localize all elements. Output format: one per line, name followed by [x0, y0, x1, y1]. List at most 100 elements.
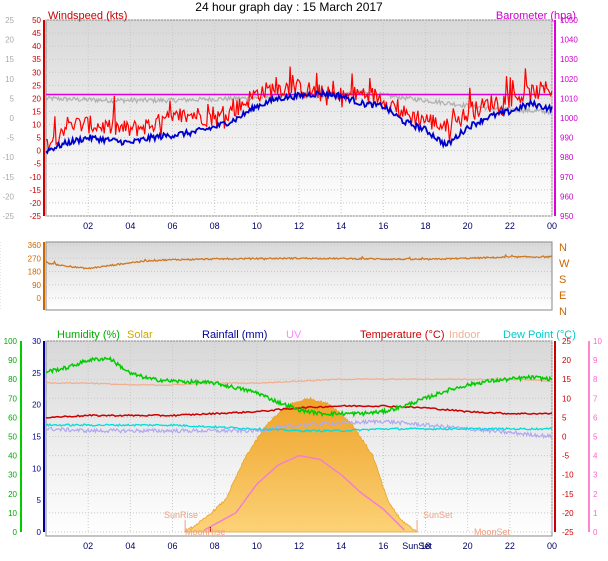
p3-x-tick-label: 20	[463, 541, 473, 551]
temp-y-tick-label: 0	[562, 433, 567, 442]
p1-x-tick-label: 04	[125, 221, 135, 231]
wind-plot-area	[45, 19, 553, 217]
chart-title: 24 hour graph day : 15 March 2017	[195, 0, 383, 14]
dir-y-tick-label: 360	[28, 241, 42, 250]
p1-x-tick-label: 00	[547, 221, 557, 231]
windspeed-line	[45, 88, 553, 155]
legend-dewpoint: Dew Point (°C)	[503, 329, 576, 341]
baro-y-tick-label: 990	[560, 134, 574, 143]
rain-y-tick-label: 25	[32, 369, 41, 378]
humidity-y-tick-label: 0	[13, 528, 18, 537]
baro-y-tick-label: 1000	[560, 114, 578, 123]
uv-y-tick-label: 6	[593, 413, 598, 422]
wind-outer-tick-label: 20	[5, 36, 14, 45]
wind-outer-tick-label: 25	[5, 16, 14, 25]
p1-x-tick-label: 08	[210, 221, 220, 231]
uv-y-tick-label: 3	[593, 471, 598, 480]
humidity-y-tick-label: 20	[8, 490, 17, 499]
uv-y-tick-label: 9	[593, 356, 598, 365]
humidity-y-tick-label: 50	[8, 433, 17, 442]
wind-outer-tick-label: 0	[10, 114, 15, 123]
wind-y-tick-label: -5	[34, 160, 42, 169]
wind-y-tick-label: -25	[29, 212, 41, 221]
temp-y-tick-label: 5	[562, 413, 567, 422]
p1-x-tick-label: 18	[420, 221, 430, 231]
humidity-line	[45, 356, 553, 418]
legend-indoor: Indoor	[449, 329, 481, 341]
baro-y-tick-label: 950	[560, 212, 574, 221]
barometer-label: Barometer (hpa)	[496, 10, 576, 22]
annotation-sunrise: SunRise	[164, 510, 198, 520]
rain-y-tick-label: 10	[32, 464, 41, 473]
p3-x-tick-label: 00	[547, 541, 557, 551]
compass-label: N	[559, 242, 567, 254]
legend-temperature: Temperature (°C)	[360, 329, 444, 341]
wind-outer-tick-label: 15	[5, 55, 14, 64]
uv-curve	[203, 454, 405, 531]
wind-outer-tick-label: 5	[10, 94, 15, 103]
wind-y-tick-label: 10	[32, 121, 41, 130]
p3-x-tick-label: 12	[294, 541, 304, 551]
p1-x-tick-label: 02	[83, 221, 93, 231]
compass-label: N	[559, 306, 567, 318]
wind-y-tick-label: -10	[29, 173, 41, 182]
uv-y-tick-label: 7	[593, 394, 598, 403]
dewpoint-line	[45, 423, 553, 433]
baro-gray-line	[45, 89, 553, 116]
p3-x-tick-label: 18	[420, 541, 430, 551]
humidity-y-tick-label: 30	[8, 471, 17, 480]
p1-x-tick-label: 22	[505, 221, 515, 231]
legend-rainfall: Rainfall (mm)	[202, 329, 267, 341]
wind-y-tick-label: 20	[32, 94, 41, 103]
wind-y-tick-label: 0	[37, 147, 42, 156]
baro-y-tick-label: 980	[560, 153, 574, 162]
humidity-y-tick-label: 70	[8, 394, 17, 403]
uv-y-tick-label: 8	[593, 375, 598, 384]
wind-outer-tick-label: -20	[2, 192, 14, 201]
wind-y-tick-label: -15	[29, 186, 41, 195]
baro-y-tick-label: 960	[560, 192, 574, 201]
dir-y-tick-label: 0	[37, 294, 42, 303]
temp-y-tick-label: -20	[562, 509, 574, 518]
wind-y-tick-label: 45	[32, 29, 41, 38]
temp-y-tick-label: -15	[562, 490, 574, 499]
direction-line	[45, 253, 553, 270]
humidity-y-tick-label: 80	[8, 375, 17, 384]
compass-label: W	[559, 258, 570, 270]
direction-plot-area	[45, 241, 553, 311]
temp-y-tick-label: 15	[562, 375, 571, 384]
p3-x-tick-label: 22	[505, 541, 515, 551]
wind-y-tick-label: 50	[32, 16, 41, 25]
p3-x-tick-label: 04	[125, 541, 135, 551]
wind-outer-tick-label: -10	[2, 153, 14, 162]
temperature-line	[45, 404, 553, 419]
humidity-y-tick-label: 10	[8, 509, 17, 518]
p1-x-tick-label: 10	[252, 221, 262, 231]
humidity-y-tick-label: 40	[8, 452, 17, 461]
p3-x-tick-label: 06	[167, 541, 177, 551]
baro-y-tick-label: 1030	[560, 55, 578, 64]
temp-y-tick-label: 10	[562, 394, 571, 403]
uv-y-tick-label: 10	[593, 337, 602, 346]
p3-x-tick-label: SunSet	[402, 541, 432, 551]
wind-y-tick-label: 35	[32, 55, 41, 64]
dir-y-tick-label: 270	[28, 254, 42, 263]
wind-outer-tick-label: 10	[5, 75, 14, 84]
rain-y-tick-label: 15	[32, 433, 41, 442]
wind-outer-tick-label: -15	[2, 173, 14, 182]
compass-label: E	[559, 290, 566, 302]
p3-x-tick-label: 08	[210, 541, 220, 551]
baro-y-tick-label: 1010	[560, 94, 578, 103]
wind-y-tick-label: 25	[32, 81, 41, 90]
windspeed-label: Windspeed (kts)	[48, 10, 127, 22]
temp-y-tick-label: -10	[562, 471, 574, 480]
baro-y-tick-label: 1020	[560, 75, 578, 84]
dir-y-tick-label: 180	[28, 268, 42, 277]
wind-outer-tick-label: -25	[2, 212, 14, 221]
compass-label: S	[559, 274, 566, 286]
temp-y-tick-label: 20	[562, 356, 571, 365]
p3-x-tick-label: 10	[252, 541, 262, 551]
uv-y-tick-label: 4	[593, 452, 598, 461]
p3-x-tick-label: 02	[83, 541, 93, 551]
